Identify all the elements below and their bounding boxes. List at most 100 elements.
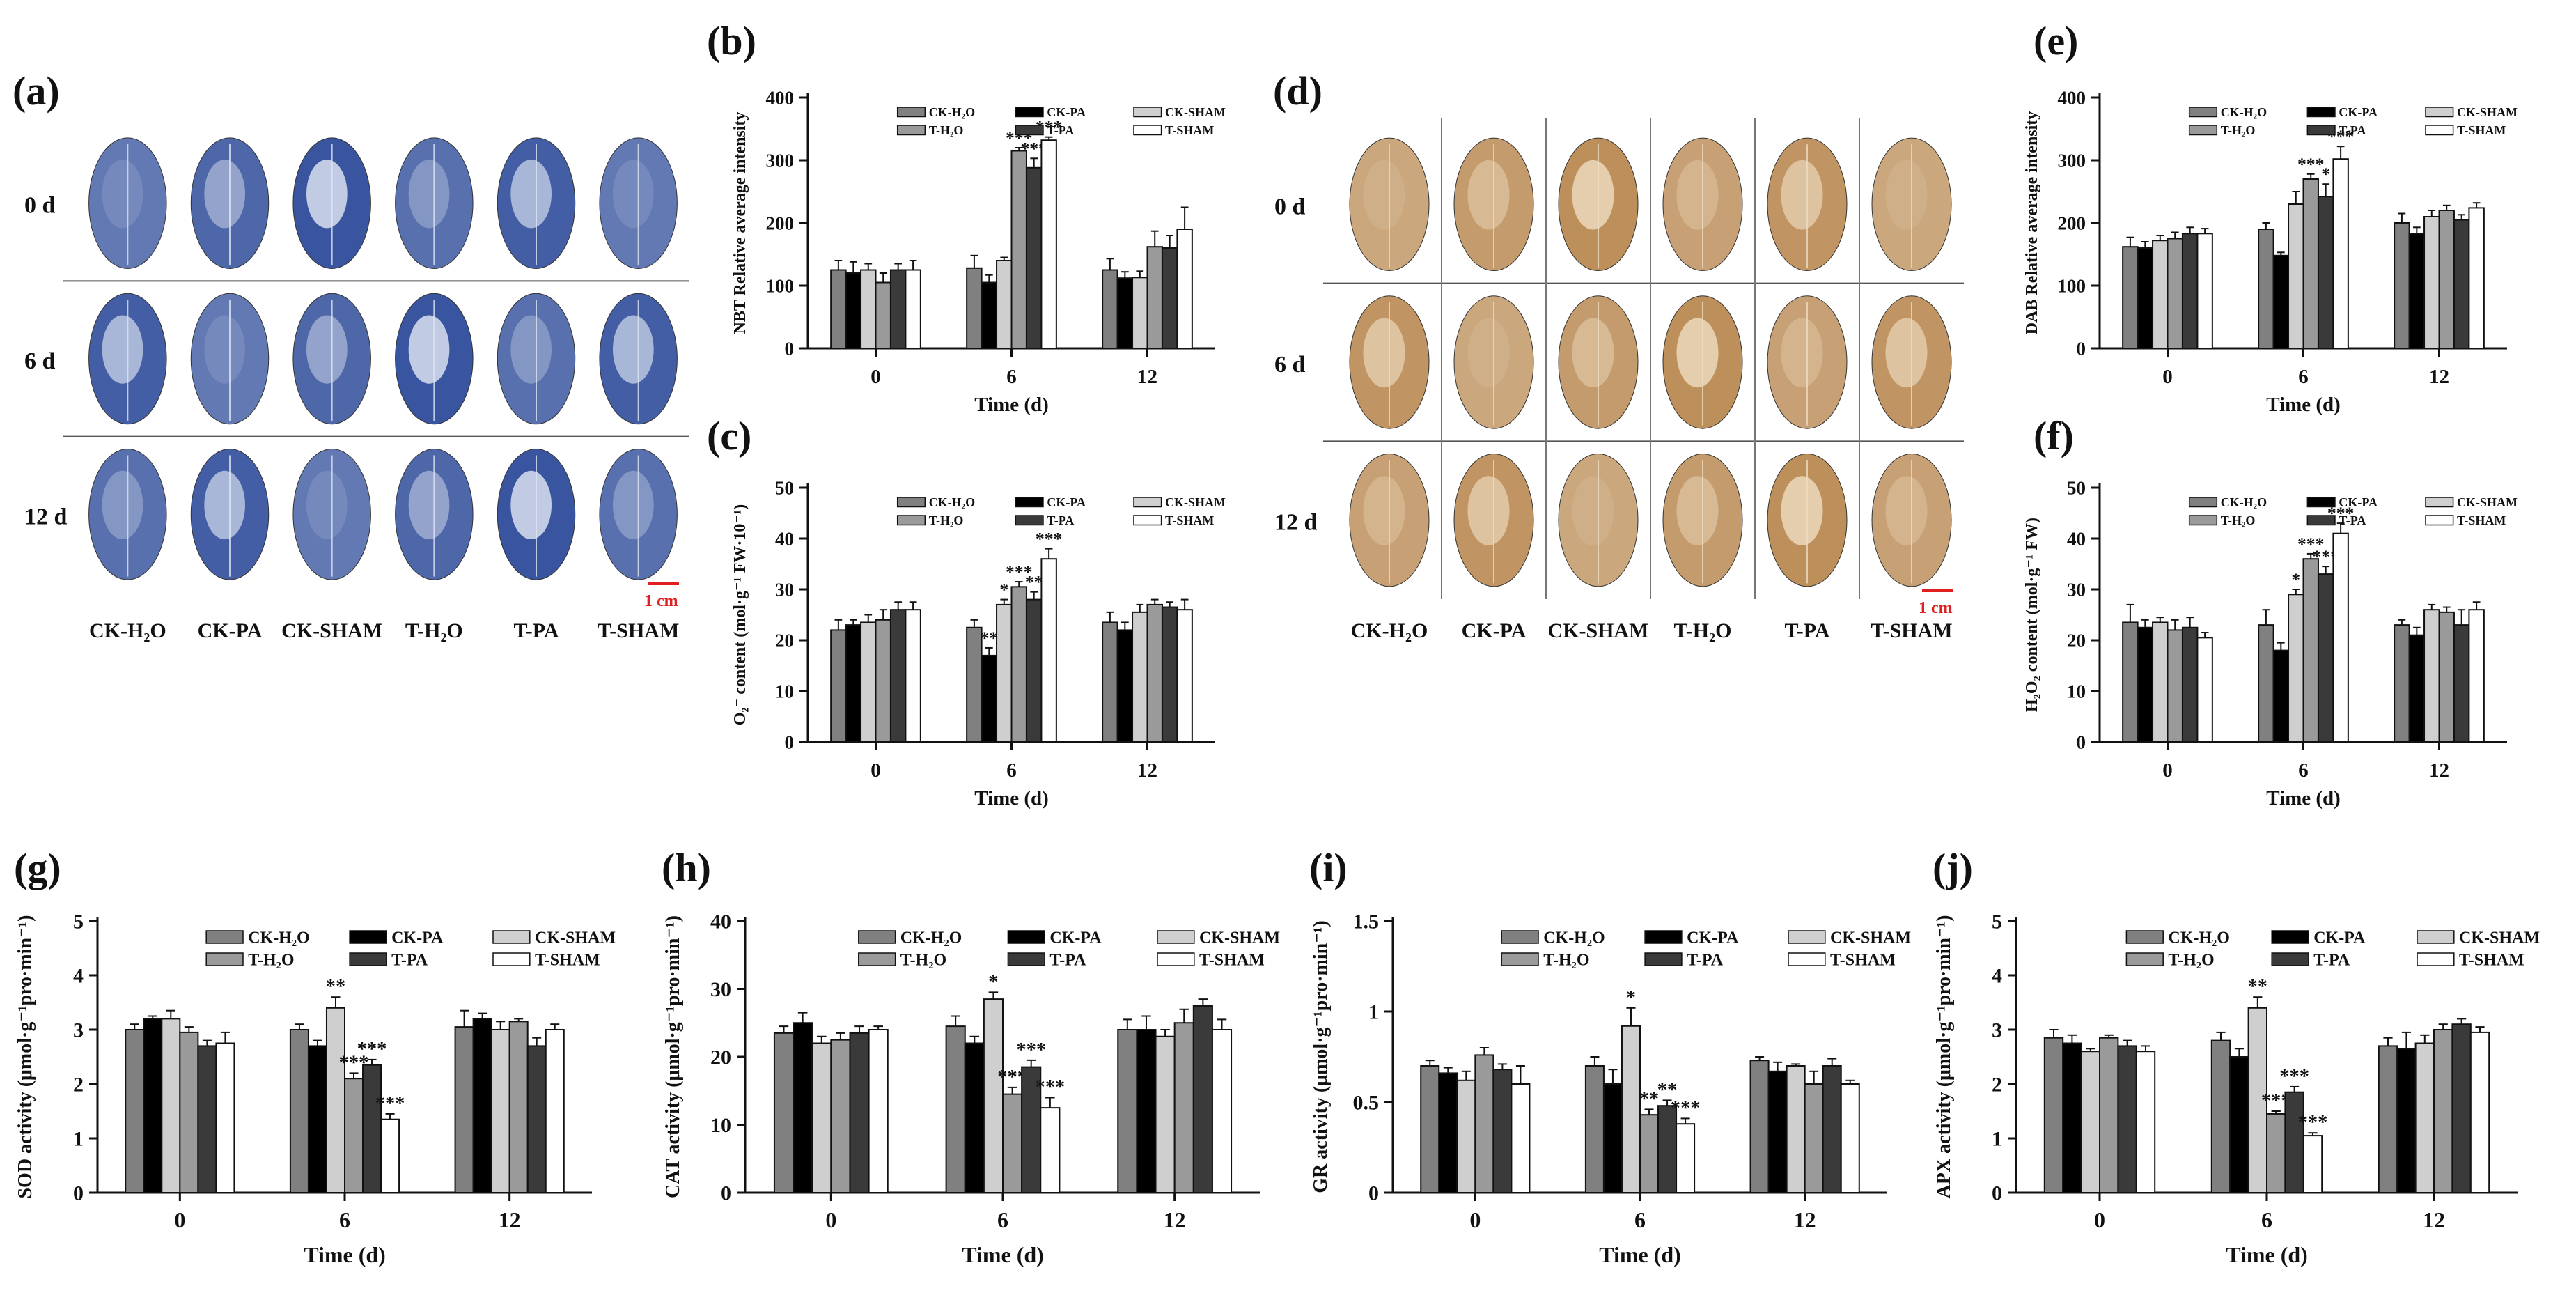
y-tick-label: 0: [2077, 338, 2086, 359]
bar: [2229, 1056, 2249, 1193]
bar: [983, 998, 1004, 1193]
x-tick-label: 6: [997, 1207, 1008, 1232]
x-tick-label: 12: [2423, 1207, 2445, 1232]
legend-swatch: [2188, 497, 2218, 508]
bar: [2196, 233, 2213, 349]
row-label: 6 d: [24, 348, 56, 374]
bar: [845, 272, 862, 349]
leaf-highlight: [408, 315, 450, 384]
y-tick-label: 20: [775, 630, 794, 651]
bar: [830, 1039, 851, 1193]
panel-label: (g): [14, 845, 61, 890]
legend-swatch: [1501, 930, 1539, 944]
leaf-highlight: [204, 315, 245, 384]
bar: [966, 267, 983, 349]
y-tick-label: 10: [2067, 681, 2086, 702]
legend-label: T-PA: [2313, 951, 2350, 969]
photo-panel-d: (d) 0 d 6 d 12 d CK-H₂O CK-PA CK-SHAM T-H₂O T-PA…: [1273, 68, 1964, 642]
legend-swatch: [492, 952, 531, 966]
leaf-highlight: [204, 160, 245, 229]
bar: [2469, 1031, 2490, 1194]
bar: [2423, 216, 2440, 349]
bar: [1146, 246, 1163, 350]
legend-label: T-H₂O: [2221, 513, 2256, 527]
y-axis-label: CAT activity (μmol·g⁻¹pro·min⁻¹): [662, 915, 684, 1198]
legend-label: CK-PA: [2339, 495, 2378, 509]
legend-label: CK-PA: [391, 929, 444, 947]
bar: [2137, 626, 2154, 743]
legend-label: CK-H₂O: [929, 105, 975, 119]
legend-swatch: [1007, 930, 1045, 944]
bar: [945, 1025, 966, 1193]
bar: [2453, 219, 2470, 349]
bar: [2414, 1042, 2435, 1193]
panel-label: (c): [707, 413, 751, 458]
legend-swatch: [1157, 930, 1195, 944]
leaf-highlight: [1363, 160, 1405, 230]
bar: [1438, 1072, 1458, 1194]
bar: [830, 629, 847, 743]
bar: [1492, 1069, 1513, 1193]
legend-label: CK-PA: [2313, 929, 2366, 947]
leaf-highlight: [408, 160, 450, 229]
bar: [2137, 247, 2154, 349]
x-tick-label: 12: [499, 1207, 521, 1232]
bar: [2317, 573, 2334, 743]
x-axis-label: Time (d): [1599, 1242, 1681, 1267]
legend-swatch: [205, 952, 244, 966]
legend-swatch: [1644, 930, 1683, 944]
legend-swatch: [349, 930, 387, 944]
leaf-highlight: [1676, 476, 1719, 545]
significance-label: **: [1025, 572, 1043, 592]
bar: [2181, 626, 2199, 743]
legend-swatch: [349, 952, 387, 966]
y-tick-label: 3: [73, 1019, 84, 1042]
leaf-highlight: [1363, 476, 1405, 545]
bar: [793, 1022, 813, 1193]
y-tick-label: 40: [710, 911, 731, 934]
bar: [1136, 1029, 1157, 1193]
bar: [905, 269, 921, 349]
bar: [1786, 1065, 1806, 1193]
x-tick-label: 6: [339, 1207, 350, 1232]
bar: [1822, 1065, 1842, 1193]
legend-swatch: [858, 930, 896, 944]
significance-label: ***: [2297, 534, 2324, 554]
bar: [2152, 240, 2169, 350]
bar: [1420, 1065, 1440, 1193]
bar: [2258, 624, 2274, 743]
bar: [830, 269, 847, 349]
bar: [1102, 621, 1118, 743]
x-tick-label: 6: [1634, 1207, 1646, 1232]
leaf-highlight: [1572, 318, 1614, 388]
bar: [1132, 277, 1148, 349]
bar: [981, 281, 998, 349]
row-label: 0 d: [1274, 194, 1306, 219]
leaf-highlight: [613, 315, 654, 384]
row-label: 12 d: [24, 504, 68, 529]
bar: [1176, 229, 1193, 349]
legend-swatch: [2125, 930, 2164, 944]
y-axis-label: SOD activity (μmol·g⁻¹pro·min⁻¹): [15, 915, 36, 1198]
leaf-highlight: [1885, 318, 1928, 388]
legend-swatch: [2271, 930, 2309, 944]
legend-label: CK-H₂O: [248, 929, 310, 947]
leaf-highlight: [613, 470, 654, 540]
y-tick-label: 100: [766, 275, 795, 296]
leaf-highlight: [1885, 476, 1928, 545]
x-tick-label: 12: [1137, 759, 1157, 782]
bar: [1116, 629, 1134, 743]
legend-label: CK-PA: [1047, 105, 1086, 119]
bar: [996, 260, 1013, 349]
legend-label: T-H₂O: [929, 123, 964, 137]
legend-label: T-H₂O: [1543, 951, 1589, 969]
bar: [1584, 1065, 1605, 1193]
legend-label: CK-PA: [2339, 105, 2378, 119]
legend-label: CK-H₂O: [929, 495, 975, 509]
y-tick-label: 3: [1992, 1019, 2002, 1042]
bar: [996, 603, 1013, 743]
significance-label: ***: [1016, 1039, 1046, 1061]
legend-swatch: [1007, 952, 1045, 966]
